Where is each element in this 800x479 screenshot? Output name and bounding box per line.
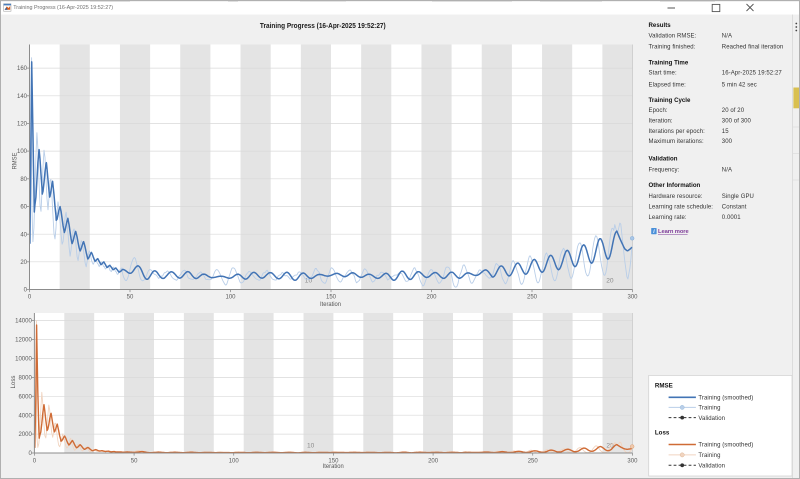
svg-text:RMSE: RMSE: [655, 383, 673, 390]
svg-text:100: 100: [229, 459, 240, 465]
svg-text:100: 100: [17, 149, 28, 155]
svg-text:Training (smoothed): Training (smoothed): [698, 396, 753, 402]
svg-text:100: 100: [225, 294, 236, 300]
svg-text:Constant: Constant: [722, 205, 747, 211]
svg-text:Training (smoothed): Training (smoothed): [698, 443, 753, 449]
svg-text:150: 150: [328, 459, 339, 465]
svg-text:50: 50: [127, 294, 134, 300]
svg-text:Training Progress (16-Apr-2025: Training Progress (16-Apr-2025 19:52:27): [13, 5, 113, 11]
svg-text:250: 250: [528, 459, 539, 465]
svg-text:Epoch:: Epoch:: [649, 108, 668, 114]
svg-text:250: 250: [527, 294, 538, 300]
svg-text:Validation: Validation: [698, 464, 725, 470]
svg-text:300: 300: [722, 139, 733, 145]
svg-text:150: 150: [326, 294, 337, 300]
svg-text:5 min 42 sec: 5 min 42 sec: [722, 82, 757, 88]
svg-text:4000: 4000: [18, 413, 32, 419]
svg-text:20: 20: [20, 260, 27, 266]
svg-text:10: 10: [307, 442, 315, 449]
svg-text:Training finished:: Training finished:: [649, 44, 696, 50]
svg-text:12000: 12000: [15, 338, 32, 344]
svg-text:Training: Training: [698, 406, 720, 412]
svg-text:60: 60: [20, 205, 27, 211]
svg-text:0: 0: [33, 459, 37, 465]
svg-text:50: 50: [131, 459, 138, 465]
svg-text:300: 300: [627, 294, 638, 300]
svg-text:Learning rate:: Learning rate:: [649, 215, 687, 221]
svg-text:N/A: N/A: [722, 167, 732, 173]
svg-text:Reached final iteration: Reached final iteration: [722, 44, 784, 50]
svg-text:10: 10: [305, 277, 313, 284]
svg-text:Start time:: Start time:: [649, 71, 677, 77]
svg-text:Learn more: Learn more: [658, 229, 689, 235]
svg-text:Results: Results: [649, 22, 672, 29]
svg-text:Frequency:: Frequency:: [649, 167, 680, 173]
svg-text:6000: 6000: [18, 394, 32, 400]
svg-text:300: 300: [627, 459, 638, 465]
svg-text:Iteration:: Iteration:: [649, 119, 673, 125]
svg-text:80: 80: [20, 177, 27, 183]
svg-text:300 of 300: 300 of 300: [722, 119, 752, 125]
svg-text:160: 160: [17, 66, 28, 72]
svg-text:Validation: Validation: [698, 416, 725, 422]
svg-text:Iteration: Iteration: [320, 302, 341, 308]
svg-text:RMSE: RMSE: [11, 153, 18, 170]
svg-text:Iterations per epoch:: Iterations per epoch:: [649, 129, 706, 135]
svg-text:Learning rate schedule:: Learning rate schedule:: [649, 205, 714, 211]
svg-text:Elapsed time:: Elapsed time:: [649, 82, 687, 88]
svg-text:Loss: Loss: [655, 430, 670, 437]
svg-text:16-Apr-2025 19:52:27: 16-Apr-2025 19:52:27: [722, 71, 783, 77]
svg-text:Validation RMSE:: Validation RMSE:: [649, 34, 697, 40]
svg-text:0: 0: [28, 451, 32, 457]
svg-text:N/A: N/A: [722, 34, 732, 40]
svg-text:20 of 20: 20 of 20: [722, 108, 745, 114]
svg-text:Training Progress (16-Apr-2025: Training Progress (16-Apr-2025 19:52:27): [260, 21, 386, 30]
svg-text:15: 15: [722, 129, 729, 135]
svg-text:200: 200: [426, 294, 437, 300]
svg-text:i: i: [653, 229, 655, 235]
svg-text:0.0001: 0.0001: [722, 215, 741, 221]
svg-text:2000: 2000: [18, 432, 32, 438]
svg-text:Loss: Loss: [10, 376, 17, 389]
svg-text:Training Cycle: Training Cycle: [649, 97, 692, 104]
svg-text:Maximum iterations:: Maximum iterations:: [649, 139, 704, 145]
svg-text:20: 20: [606, 277, 614, 284]
svg-text:Single GPU: Single GPU: [722, 194, 754, 200]
svg-text:Hardware resource:: Hardware resource:: [649, 194, 703, 200]
svg-text:Training: Training: [698, 453, 720, 459]
svg-text:10000: 10000: [15, 357, 32, 363]
svg-text:120: 120: [17, 122, 28, 128]
svg-text:Validation: Validation: [649, 156, 678, 163]
svg-text:140: 140: [17, 94, 28, 100]
svg-text:Training Time: Training Time: [649, 59, 689, 66]
svg-text:0: 0: [24, 288, 28, 294]
svg-text:40: 40: [20, 232, 27, 238]
svg-text:8000: 8000: [18, 376, 32, 382]
svg-text:14000: 14000: [15, 319, 32, 325]
svg-text:Iteration: Iteration: [323, 464, 344, 470]
svg-text:200: 200: [428, 459, 439, 465]
svg-text:0: 0: [28, 294, 32, 300]
svg-text:Other Information: Other Information: [649, 182, 701, 189]
